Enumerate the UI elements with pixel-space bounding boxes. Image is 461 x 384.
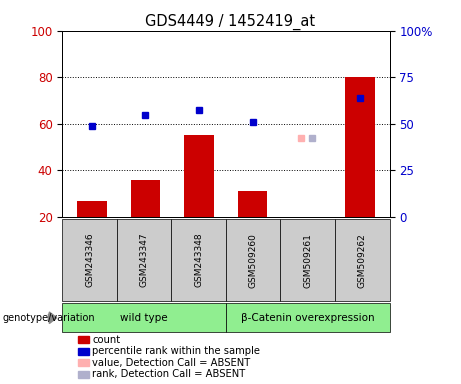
Text: GSM509262: GSM509262: [358, 233, 367, 288]
Text: GSM509260: GSM509260: [248, 233, 258, 288]
Text: GSM243348: GSM243348: [194, 233, 203, 288]
Text: value, Detection Call = ABSENT: value, Detection Call = ABSENT: [92, 358, 250, 368]
Text: wild type: wild type: [120, 313, 168, 323]
Bar: [345, 77, 375, 217]
Text: rank, Detection Call = ABSENT: rank, Detection Call = ABSENT: [92, 369, 245, 379]
Text: percentile rank within the sample: percentile rank within the sample: [92, 346, 260, 356]
Text: GSM509261: GSM509261: [303, 233, 312, 288]
Text: GDS4449 / 1452419_at: GDS4449 / 1452419_at: [145, 13, 316, 30]
Text: count: count: [92, 335, 120, 345]
Text: GSM243347: GSM243347: [140, 233, 148, 288]
Bar: [130, 180, 160, 217]
Text: β-Catenin overexpression: β-Catenin overexpression: [241, 313, 374, 323]
Text: GSM243346: GSM243346: [85, 233, 94, 288]
Bar: [184, 136, 214, 217]
Bar: [238, 191, 267, 217]
Bar: [77, 201, 106, 217]
Text: genotype/variation: genotype/variation: [2, 313, 95, 323]
